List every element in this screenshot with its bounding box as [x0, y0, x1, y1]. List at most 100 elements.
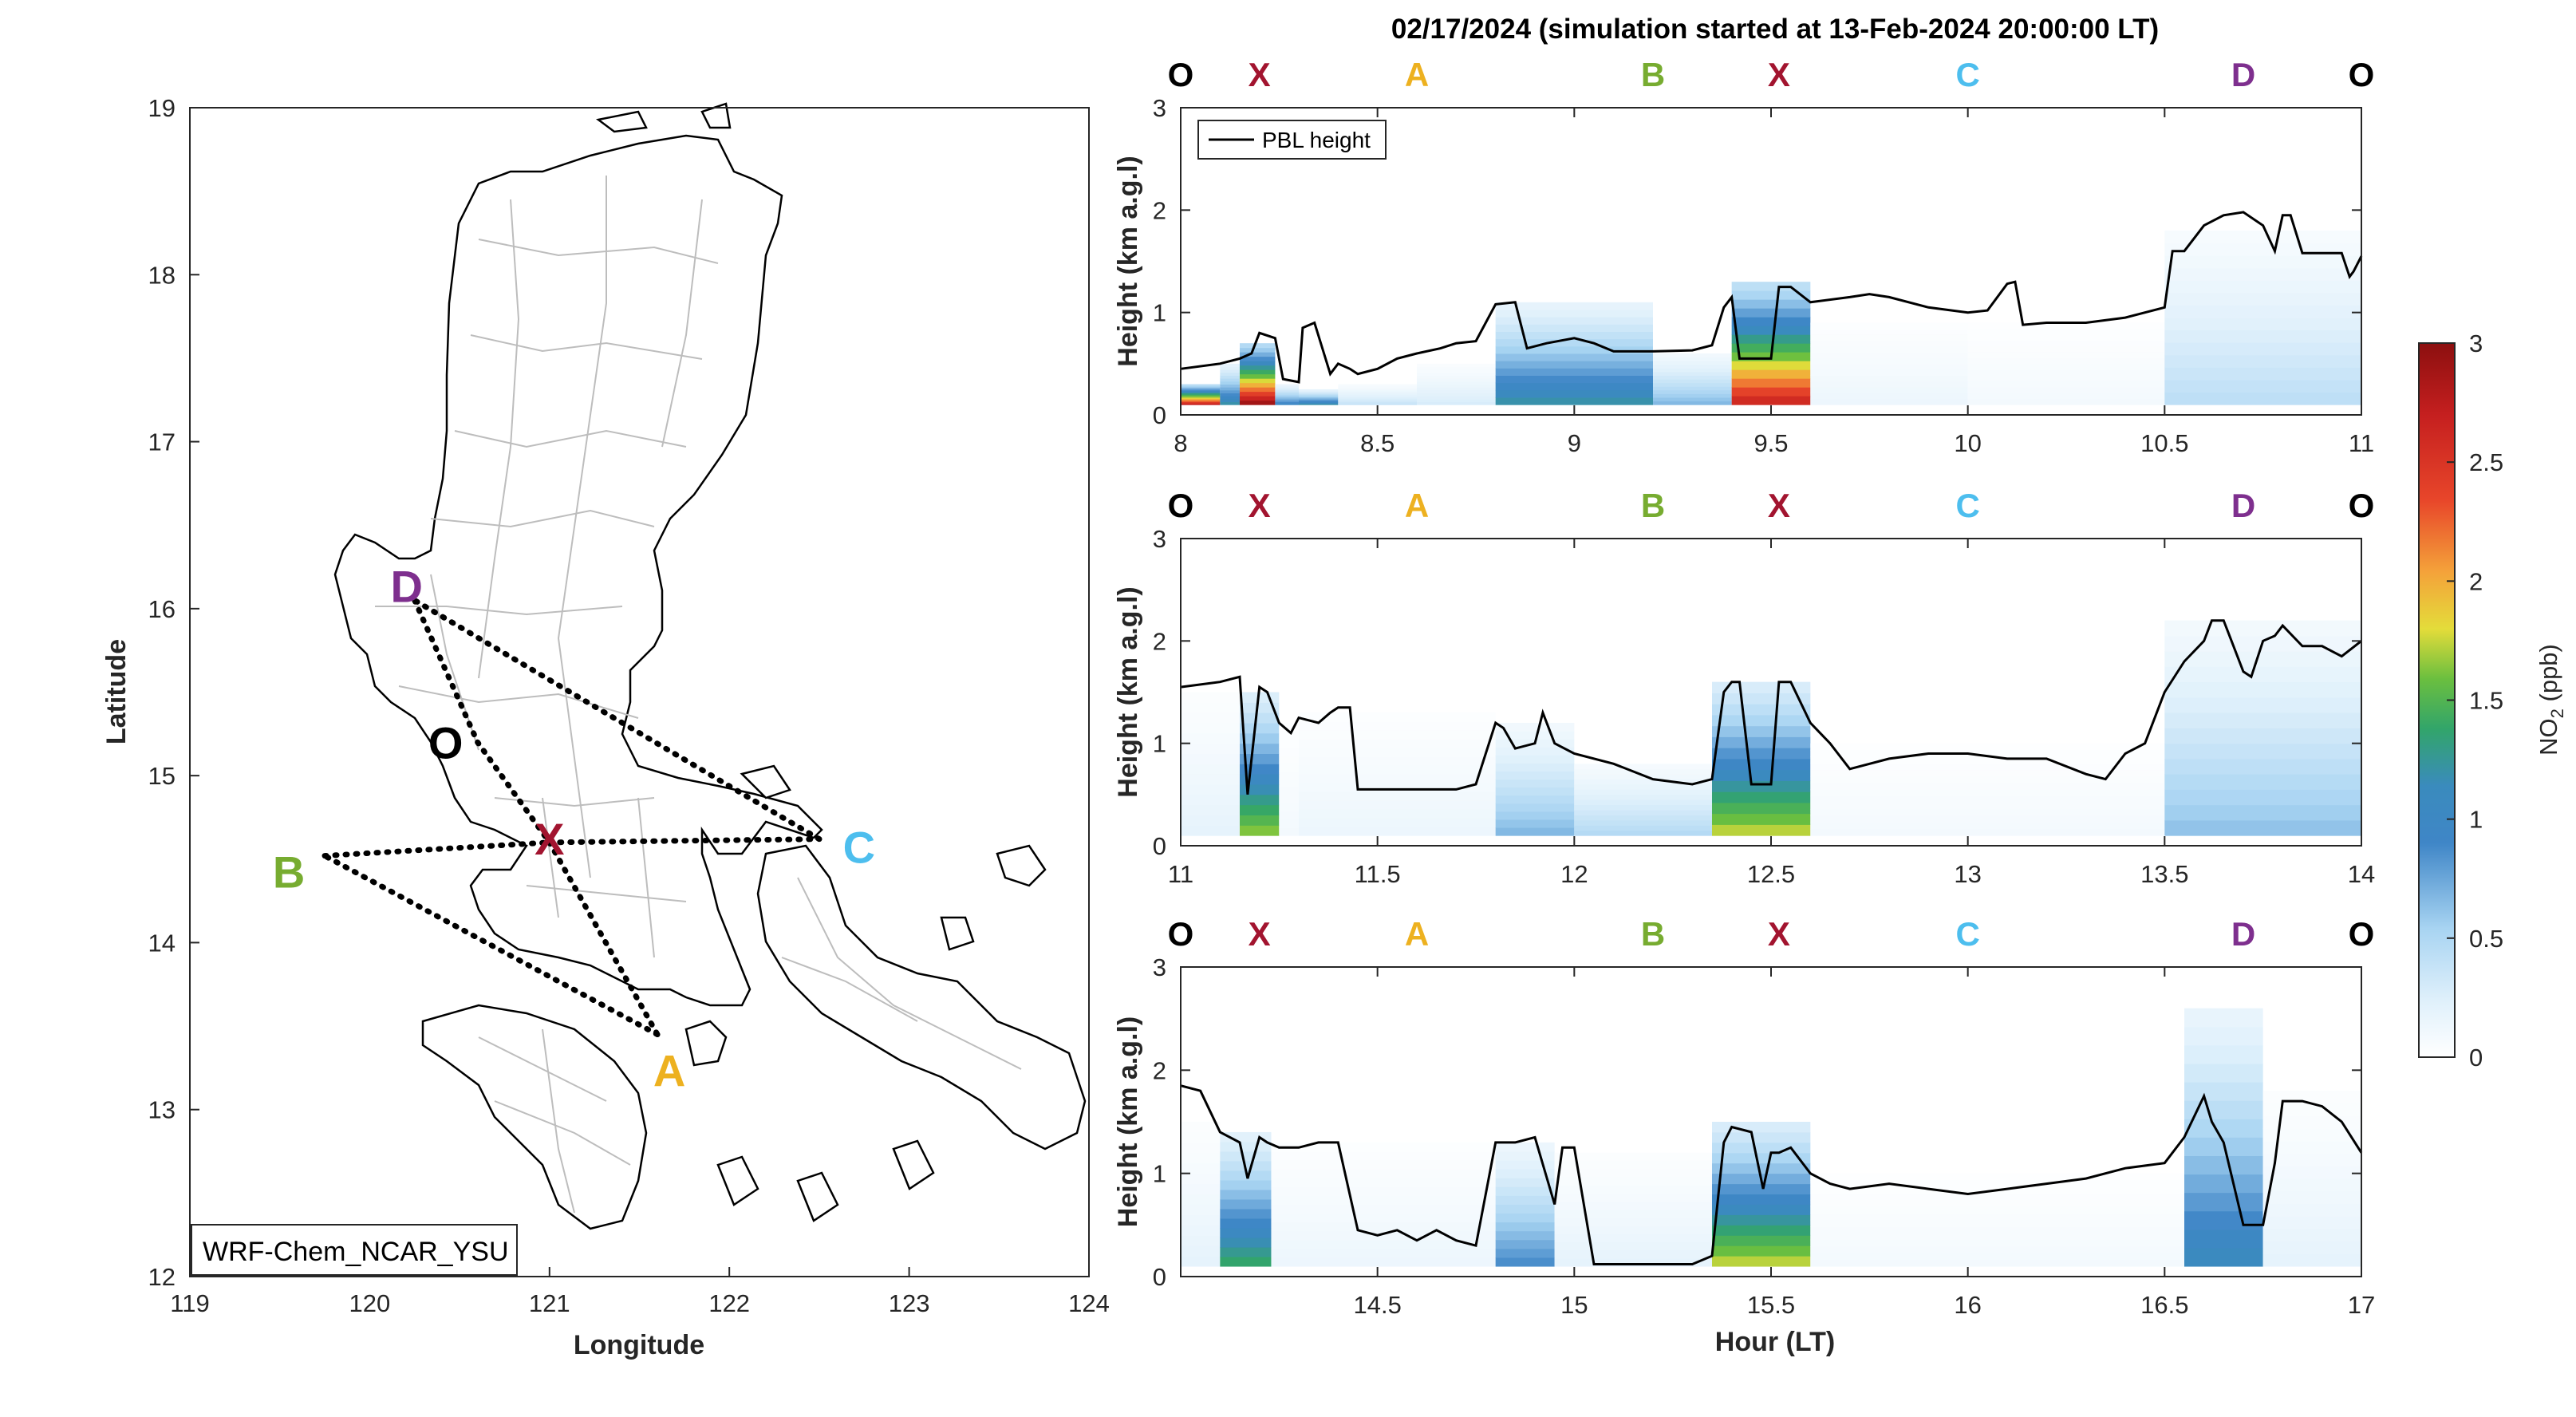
no2-cell — [1810, 398, 1968, 405]
no2-cell — [1181, 391, 1221, 393]
no2-cell — [1299, 818, 1496, 827]
route-segment — [322, 853, 661, 1038]
y-tick-label: 0 — [1153, 832, 1166, 860]
no2-cell — [1653, 357, 1732, 361]
no2-cell — [1810, 322, 1968, 330]
x-tick-label: 15.5 — [1747, 1291, 1795, 1319]
no2-cell — [1299, 400, 1339, 402]
no2-cell — [1810, 334, 1968, 341]
no2-cell — [1712, 748, 1811, 760]
no2-cell — [1181, 393, 1221, 395]
no2-cell — [1712, 780, 1811, 792]
no2-cell — [1495, 331, 1653, 340]
no2-cell — [1220, 1218, 1272, 1229]
no2-cell — [1810, 352, 1968, 358]
map-x-tick-label: 122 — [708, 1289, 750, 1317]
no2-cell — [1495, 1248, 1555, 1258]
no2-cell — [2164, 342, 2361, 356]
no2-cell — [1554, 1177, 1712, 1186]
no2-cell — [1240, 712, 1280, 724]
no2-cell — [1810, 357, 1968, 365]
no2-cell — [2262, 1216, 2361, 1230]
no2-cell — [1417, 398, 1496, 402]
figure-title: 02/17/2024 (simulation started at 13-Feb… — [1391, 14, 2159, 45]
no2-cell — [1712, 693, 1811, 705]
no2-cell — [1495, 338, 1653, 347]
no2-cell — [1181, 1245, 1221, 1257]
no2-cell — [2164, 789, 2361, 806]
colorbar-tick-label: 2 — [2469, 567, 2483, 595]
no2-cell — [1181, 1142, 1221, 1154]
no2-cell — [1220, 401, 1240, 405]
no2-cell — [1338, 389, 1417, 393]
route-segment — [475, 739, 553, 846]
no2-cell — [1810, 1219, 2184, 1227]
small-islands — [596, 102, 1047, 1222]
no2-cell — [1574, 810, 1712, 815]
no2-cell — [1299, 791, 1496, 801]
no2-cell — [1810, 1253, 2184, 1261]
no2-cell — [1574, 815, 1712, 821]
colorbar-label-unit: (ppb) — [2535, 644, 2562, 708]
no2-cell — [2262, 1153, 2361, 1166]
no2-cell — [1495, 1204, 1555, 1214]
no2-cell — [1181, 400, 1221, 402]
no2-cell — [1181, 825, 1240, 836]
no2-cell — [1554, 1169, 1712, 1178]
x-tick-label: 17 — [2348, 1291, 2375, 1319]
no2-cell — [1299, 393, 1339, 394]
no2-cell — [1495, 1178, 1555, 1187]
no2-cell — [1495, 795, 1575, 804]
no2-cell — [1338, 396, 1417, 398]
no2-cell — [1810, 381, 1968, 388]
no2-cell — [1240, 382, 1276, 388]
colorbar-tick-label: 0 — [2469, 1044, 2483, 1072]
no2-field — [1181, 231, 2361, 405]
no2-cell — [1495, 1213, 1555, 1223]
no2-cell — [1554, 1218, 1712, 1226]
no2-cell — [1220, 1189, 1272, 1200]
no2-cell — [1181, 692, 1240, 703]
model-name-label: WRF-Chem_NCAR_YSU — [203, 1237, 509, 1267]
stop-label-X: X — [1249, 56, 1271, 93]
stop-label-B: B — [1641, 56, 1665, 93]
no2-cell — [1967, 322, 2165, 330]
no2-cell — [1810, 795, 2165, 803]
x-tick-label: 12.5 — [1747, 860, 1795, 888]
no2-cell — [1181, 1214, 1221, 1226]
no2-cell — [2184, 1100, 2263, 1119]
y-tick-label: 2 — [1153, 1056, 1166, 1084]
no2-cell — [1495, 763, 1575, 772]
no2-cell — [1653, 368, 1732, 373]
no2-cell — [1417, 366, 1496, 370]
luzon-landmass — [333, 102, 1087, 1230]
map-panel: 119 120 121 122 123 124 12 13 14 15 16 17 18 19 Long… — [101, 94, 1110, 1360]
x-tick-label: 12 — [1560, 860, 1588, 888]
no2-cell — [1271, 1186, 1496, 1196]
no2-cell — [1495, 382, 1653, 391]
no2-cell — [1574, 789, 1712, 795]
no2-cell — [1731, 326, 1811, 335]
no2-cell — [1554, 1241, 1712, 1251]
no2-cell — [1967, 334, 2165, 341]
no2-cell — [2164, 267, 2361, 281]
map-point-label-O: O — [428, 717, 464, 768]
y-tick-label: 1 — [1153, 730, 1166, 758]
no2-cell — [1810, 1213, 2184, 1221]
no2-cell — [1299, 397, 1339, 400]
no2-cell — [1299, 403, 1339, 405]
map-y-tick-label: 18 — [148, 261, 176, 289]
no2-cell — [1240, 365, 1276, 370]
no2-cell — [1810, 363, 1968, 370]
x-tick-label: 15 — [1560, 1291, 1588, 1319]
no2-cell — [1810, 776, 2165, 783]
map-x-tick-label: 121 — [529, 1289, 570, 1317]
no2-cell — [2184, 1044, 2263, 1064]
no2-cell — [1967, 387, 2165, 393]
no2-cell — [1279, 771, 1299, 780]
no2-cell — [1554, 1185, 1712, 1194]
no2-cell — [1653, 386, 1732, 391]
no2-cell — [2164, 743, 2361, 760]
no2-cell — [1299, 783, 1496, 792]
no2-cell — [1275, 391, 1299, 393]
